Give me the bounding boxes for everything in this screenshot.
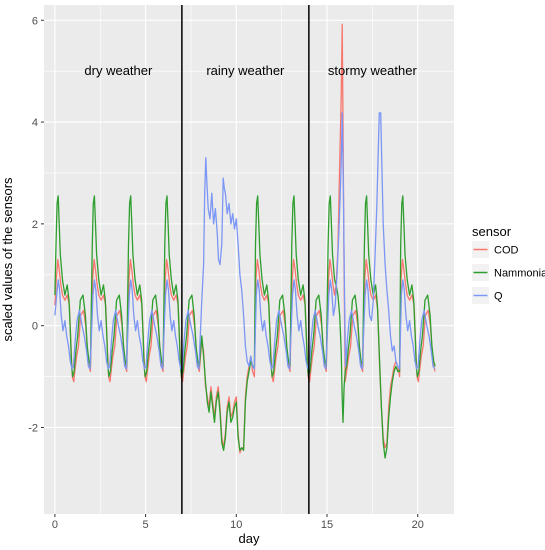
series-line-cod xyxy=(54,23,436,454)
legend-label-cod: COD xyxy=(494,245,519,257)
series-layer xyxy=(54,23,436,459)
y-axis-ticks: -2 0 2 4 6 xyxy=(28,15,44,434)
y-tick-label: 4 xyxy=(32,117,38,129)
weather-region-labels: dry weather rainy weather stormy weather xyxy=(84,63,417,78)
region-label: stormy weather xyxy=(328,63,418,78)
y-tick-label: 2 xyxy=(32,219,38,231)
x-tick-label: 10 xyxy=(230,519,242,531)
region-label: dry weather xyxy=(84,63,153,78)
minor-gridlines xyxy=(44,5,454,514)
x-tick-label: 15 xyxy=(321,519,333,531)
legend: sensor COD Nammonia Q xyxy=(472,224,545,304)
y-axis-title: scaled values of the sensors xyxy=(0,177,15,342)
x-tick-label: 0 xyxy=(52,519,58,531)
y-tick-label: 6 xyxy=(32,15,38,27)
y-tick-label: 0 xyxy=(32,321,38,333)
series-line-q xyxy=(54,112,436,370)
x-tick-label: 5 xyxy=(143,519,149,531)
major-gridlines xyxy=(44,5,454,514)
plot-panel xyxy=(44,5,454,514)
series-line-nammonia xyxy=(54,195,436,459)
legend-label-q: Q xyxy=(494,291,503,303)
region-label: rainy weather xyxy=(206,63,285,78)
y-tick-label: -2 xyxy=(28,422,38,434)
legend-title: sensor xyxy=(472,224,512,239)
x-tick-label: 20 xyxy=(412,519,424,531)
weather-divider-lines xyxy=(181,5,310,514)
x-axis-ticks: 0 5 10 15 20 xyxy=(52,514,424,531)
x-axis-title: day xyxy=(239,531,260,546)
legend-label-nammonia: Nammonia xyxy=(494,268,545,280)
